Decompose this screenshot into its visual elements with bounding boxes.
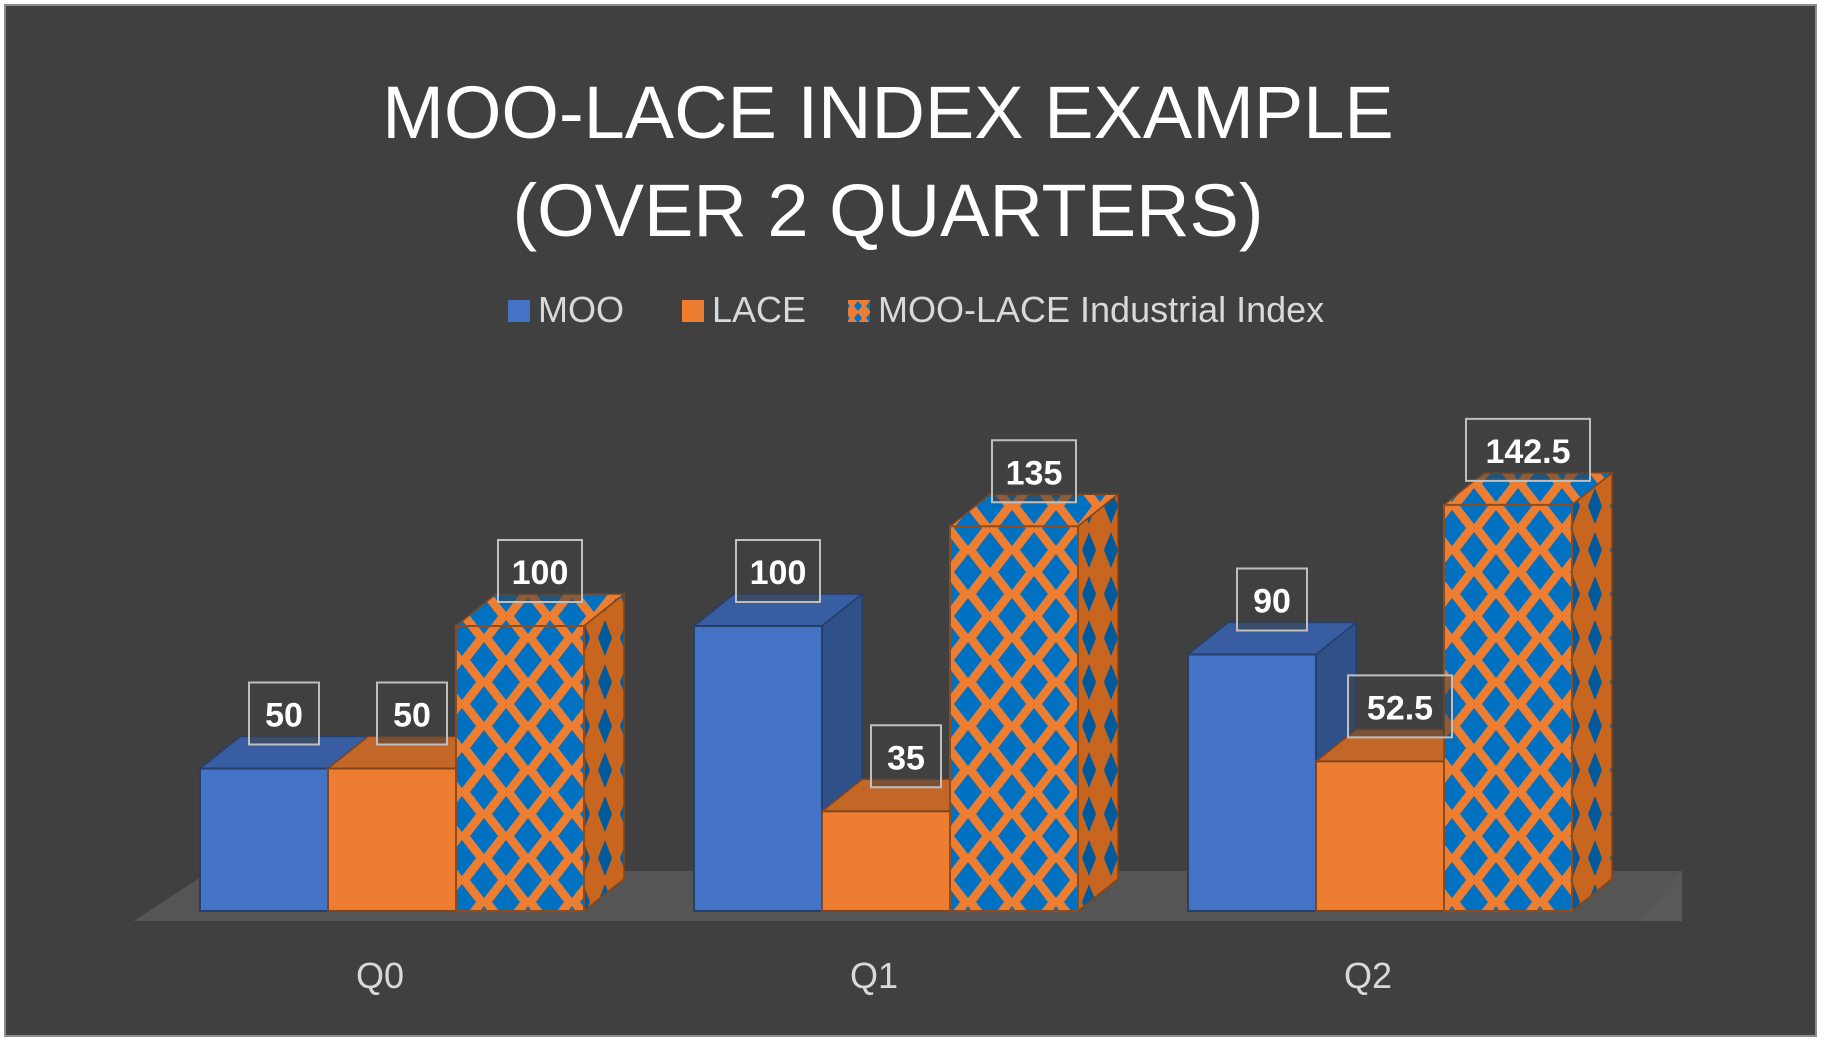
x-tick-q0: Q0 [356,955,404,996]
bar-front-face [1187,653,1317,912]
legend-swatch-2 [848,300,870,322]
bars-group [197,471,1615,913]
data-label-text: 50 [265,697,303,735]
data-label-box [497,539,583,603]
bar-side-face [583,592,625,913]
data-label-q2-0: 90 [1236,567,1308,632]
legend-entry-0: MOO [508,289,624,330]
data-labels-group: 50 50 100 100 35 135 90 52.5 142.5 [248,417,1591,789]
legend-swatch-0 [508,300,530,322]
legend: MOO LACE MOO-LACE Industrial Index [508,289,1324,330]
data-label-box [1236,567,1308,632]
data-label-q1-0: 100 [735,539,821,603]
data-label-q0-0: 50 [248,681,320,746]
bar-front-face [821,810,951,912]
chart-title-line-2: (OVER 2 QUARTERS) [512,169,1263,252]
bar-front-face [199,767,329,912]
data-label-text: 35 [887,739,925,777]
bar-q1-2 [947,492,1121,913]
data-label-q0-2: 100 [497,539,583,603]
bar-front-face [1315,760,1445,912]
data-label-text: 52.5 [1367,689,1433,727]
legend-label-2: MOO-LACE Industrial Index [878,289,1324,330]
data-label-text: 90 [1253,583,1291,621]
data-label-text: 100 [512,554,569,592]
bar-q2-2 [1441,471,1615,913]
legend-swatch-1 [682,300,704,322]
data-label-text: 50 [393,697,431,735]
data-label-box [1465,417,1591,482]
data-label-box [991,439,1077,504]
chart-title-line-1: MOO-LACE INDEX EXAMPLE [382,71,1394,154]
data-label-box [376,681,448,746]
x-tick-q1: Q1 [850,955,898,996]
bar-front-face [1443,503,1573,912]
legend-entry-2: MOO-LACE Industrial Index [848,289,1324,330]
bar-front-face [327,767,457,912]
chart-title: MOO-LACE INDEX EXAMPLE (OVER 2 QUARTERS) [382,71,1394,252]
bar-front-face [949,525,1079,912]
data-label-text: 100 [750,554,807,592]
bar-front-face [455,625,585,912]
legend-label-1: LACE [712,289,806,330]
data-label-q2-2: 142.5 [1465,417,1591,482]
data-label-q1-1: 35 [870,724,942,789]
x-tick-q2: Q2 [1344,955,1392,996]
data-label-text: 142.5 [1485,433,1570,471]
bar-side-face [1077,492,1119,913]
data-label-box [735,539,821,603]
data-label-q0-1: 50 [376,681,448,746]
bar-front-face [693,625,823,912]
data-label-box [248,681,320,746]
x-axis-ticks: Q0 Q1 Q2 [356,955,1392,996]
legend-label-0: MOO [538,289,624,330]
legend-entry-1: LACE [682,289,806,330]
bar-side-face [1571,471,1613,913]
data-label-q1-2: 135 [991,439,1077,504]
data-label-box [1347,674,1453,739]
data-label-box [870,724,942,789]
data-label-text: 135 [1006,454,1063,492]
data-label-q2-1: 52.5 [1347,674,1453,739]
bar-q0-2 [453,592,627,913]
